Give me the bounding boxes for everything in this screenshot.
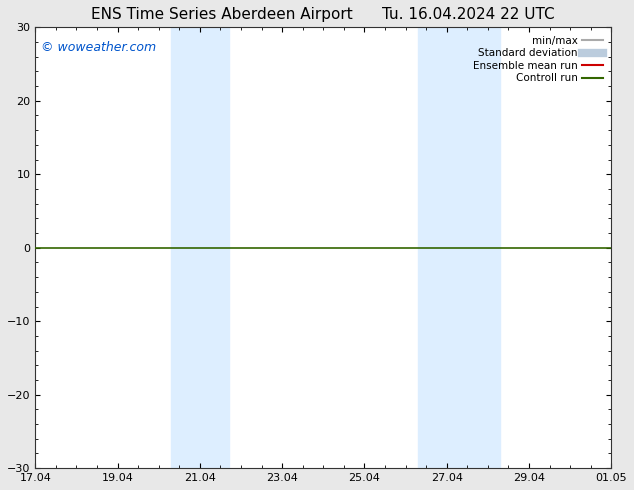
Title: ENS Time Series Aberdeen Airport      Tu. 16.04.2024 22 UTC: ENS Time Series Aberdeen Airport Tu. 16.… <box>91 7 555 22</box>
Bar <box>418 27 500 468</box>
Legend: min/max, Standard deviation, Ensemble mean run, Controll run: min/max, Standard deviation, Ensemble me… <box>470 32 606 87</box>
Bar <box>171 27 229 468</box>
Text: © woweather.com: © woweather.com <box>41 41 156 53</box>
